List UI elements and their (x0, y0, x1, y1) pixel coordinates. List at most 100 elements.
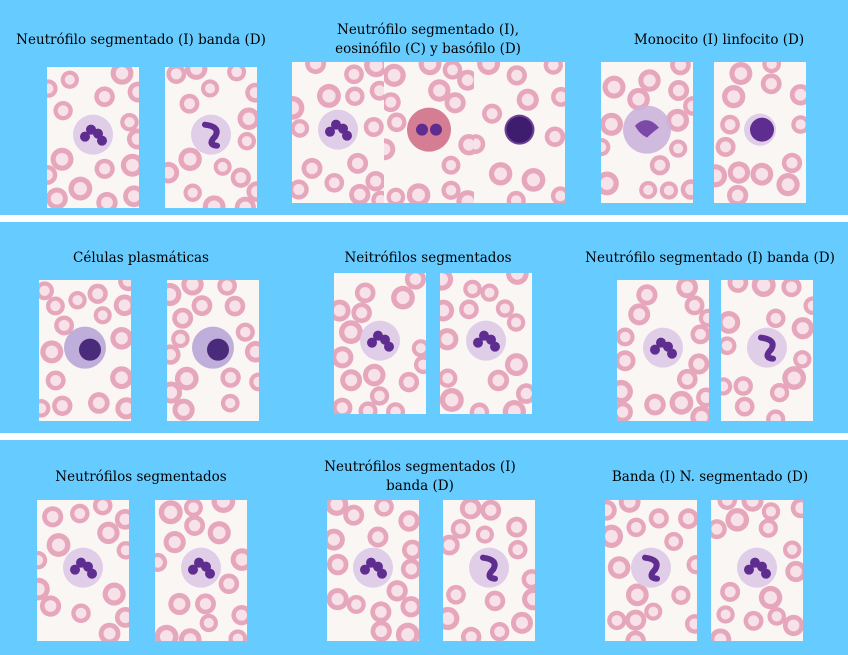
red-blood-cell-center (522, 94, 534, 106)
red-blood-cell-center (720, 141, 731, 152)
red-blood-cell-center (511, 521, 522, 532)
nucleus-lobe (377, 569, 387, 579)
red-blood-cell-center (738, 381, 749, 392)
red-blood-cell-center (633, 308, 645, 320)
red-blood-cell-center (763, 523, 774, 534)
red-blood-cell-center (465, 502, 477, 514)
red-blood-cell-center (516, 617, 528, 629)
cell-cytoplasm (73, 115, 113, 155)
cell-cytoplasm (466, 321, 506, 361)
micrograph-basophil (474, 62, 565, 203)
red-blood-cell-center (391, 192, 401, 202)
red-blood-cell-center (180, 372, 193, 385)
red-blood-cell-center (99, 163, 110, 174)
cell-cytoplasm (407, 108, 451, 152)
red-blood-cell-center (329, 177, 340, 188)
red-blood-cell-center (72, 295, 82, 305)
red-blood-cell-center (673, 85, 685, 97)
red-blood-cell-center (605, 530, 618, 543)
red-blood-cell-center (695, 329, 706, 340)
red-blood-cell-center (790, 566, 802, 578)
red-blood-cell-center (772, 611, 782, 621)
caption-line: eosinófilo (C) y basófilo (D) (290, 40, 566, 59)
cell-cytoplasm (181, 548, 221, 588)
red-blood-cell-center (487, 108, 498, 119)
red-blood-cell-center (375, 625, 387, 637)
red-blood-cell-center (683, 513, 694, 524)
red-blood-cell-center (619, 355, 631, 367)
caption-monocyte-lymphocyte: Monocito (I) linfocito (D) (590, 31, 848, 50)
red-blood-cell-center (489, 595, 500, 606)
red-blood-cell-center (441, 333, 453, 345)
red-blood-cell-center (403, 376, 414, 387)
red-blood-cell-center (681, 281, 693, 293)
red-blood-cell-center (445, 393, 458, 406)
red-blood-cell-center (184, 153, 197, 166)
red-blood-cell-center (403, 515, 415, 527)
red-blood-cell-center (200, 598, 212, 610)
red-blood-cell-center (45, 600, 57, 612)
red-blood-cell-center (196, 300, 207, 311)
red-blood-cell-center (676, 590, 687, 601)
micrograph-lymphocyte (714, 62, 806, 203)
red-blood-cell-center (766, 506, 776, 516)
red-blood-cell-center (99, 91, 110, 102)
caption-band-segmented: Banda (I) N. segmentado (D) (572, 468, 848, 487)
micrograph-band-neutrophil (443, 500, 535, 641)
red-blood-cell-center (485, 505, 496, 516)
nucleus-lobe (342, 131, 352, 141)
micrograph-eosinophil (384, 62, 474, 203)
red-blood-cell-center (391, 585, 403, 597)
micrograph-band-neutrophil (165, 67, 257, 208)
red-blood-cell-center (204, 618, 214, 628)
red-blood-cell-center (511, 70, 522, 81)
red-blood-cell-center (641, 289, 653, 301)
red-blood-cell-center (295, 123, 305, 133)
plasma-nucleus (79, 339, 101, 361)
red-blood-cell-center (788, 371, 801, 384)
red-blood-cell-center (240, 327, 251, 338)
red-blood-cell-center (370, 176, 381, 187)
red-blood-cell-center (93, 397, 105, 409)
red-blood-cell-center (379, 501, 390, 512)
red-blood-cell-center (375, 606, 387, 618)
red-blood-cell-center (664, 185, 674, 195)
red-blood-cell-center (412, 189, 425, 202)
plasma-nucleus (207, 339, 229, 361)
red-blood-cell-center (50, 375, 61, 386)
red-blood-cell-center (521, 388, 532, 399)
red-blood-cell-center (787, 545, 797, 555)
red-blood-cell-center (101, 197, 113, 208)
red-blood-cell-center (368, 121, 379, 132)
cell-cytoplasm (737, 548, 777, 588)
red-blood-cell-center (164, 506, 177, 519)
red-blood-cell-center (293, 184, 304, 195)
red-blood-cell-center (351, 599, 361, 609)
red-blood-cell-center (455, 523, 466, 534)
red-blood-cell-center (350, 91, 361, 102)
micrograph-segmented-neutrophil (37, 500, 129, 641)
red-blood-cell-center (223, 578, 234, 589)
red-blood-cell-center (396, 291, 409, 304)
smear-image (711, 500, 803, 641)
smear-image (292, 62, 384, 203)
red-blood-cell-center (188, 502, 198, 512)
cell-cytoplasm (360, 321, 400, 361)
red-blood-cell-center (177, 312, 189, 324)
red-blood-cell-center (126, 159, 139, 172)
basophil-granules (507, 117, 533, 143)
red-blood-cell-center (52, 538, 65, 551)
red-blood-cell-center (788, 620, 800, 632)
micrograph-plasma-cell (167, 280, 259, 421)
red-blood-cell-center (765, 78, 776, 89)
red-blood-cell-center (494, 626, 505, 637)
micrograph-band-neutrophil (721, 280, 813, 421)
red-blood-cell-center (511, 317, 521, 327)
red-blood-cell-center (748, 615, 759, 626)
smear-image (601, 62, 693, 203)
red-blood-cell-center (405, 601, 417, 613)
smear-image (721, 280, 813, 421)
red-blood-cell-center (50, 301, 60, 311)
red-blood-cell-center (654, 160, 665, 171)
red-blood-cell-center (104, 628, 116, 640)
